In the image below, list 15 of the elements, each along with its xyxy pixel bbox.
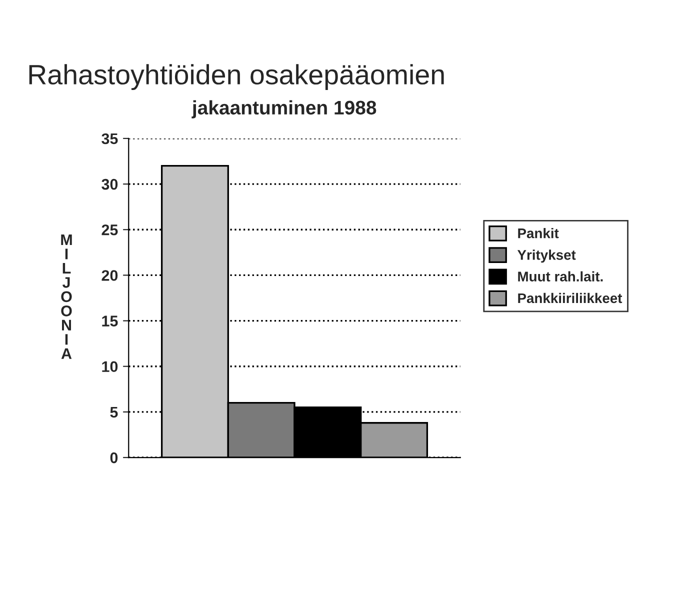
y-tick-label: 20 [102,270,118,281]
legend-label: Pankit [518,228,559,238]
legend-label: Pankkiiriliikkeet [518,292,622,304]
y-tick-label: 15 [102,316,118,326]
y-tick-label: 5 [110,406,118,418]
chart-title: Rahastoyhtiöiden osakepääomien [29,64,444,90]
legend-label: Muut rah.lait. [518,271,603,282]
legend-label: Yritykset [517,250,576,263]
chart-subtitle: jakaantuminen 1988 [192,100,376,118]
y-tick-label: 35 [102,133,118,144]
y-tick-label: 0 [110,452,118,464]
y-tick-label: 30 [102,178,118,190]
y-tick-label: 10 [102,361,118,372]
y-tick-label: 25 [102,224,118,236]
text: MILJOONIA [61,234,72,359]
